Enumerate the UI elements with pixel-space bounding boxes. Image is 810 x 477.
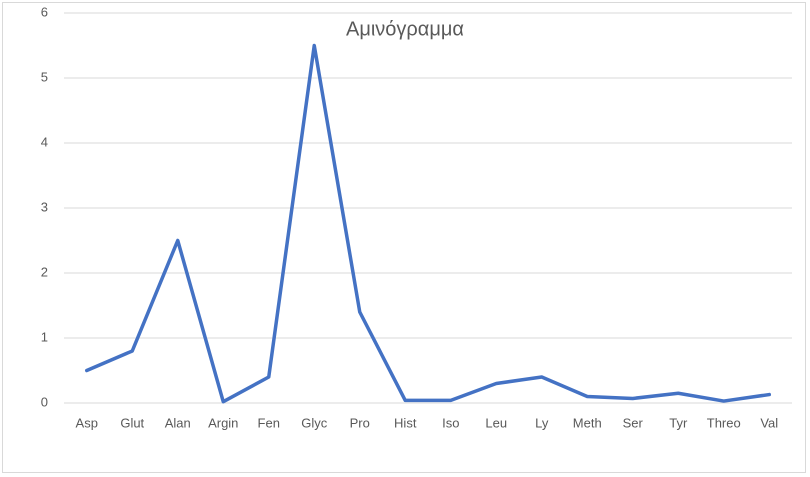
x-tick-label: Fen — [258, 415, 280, 430]
x-tick-label: Ly — [535, 415, 549, 430]
x-tick-label: Leu — [485, 415, 507, 430]
x-tick-label: Val — [760, 415, 778, 430]
x-tick-label: Glyc — [301, 415, 328, 430]
x-tick-label: Hist — [394, 415, 417, 430]
y-tick-label: 5 — [41, 69, 48, 84]
y-tick-label: 3 — [41, 199, 48, 214]
x-tick-label: Alan — [165, 415, 191, 430]
data-line — [85, 43, 771, 404]
x-tick-label: Pro — [350, 415, 370, 430]
y-tick-label: 1 — [41, 329, 48, 344]
chart-title: Αμινόγραμμα — [346, 18, 464, 40]
x-tick-label: Glut — [120, 415, 144, 430]
y-tick-label: 4 — [41, 134, 48, 149]
y-tick-label: 0 — [41, 394, 48, 409]
x-tick-label: Iso — [442, 415, 459, 430]
x-tick-label: Threo — [707, 415, 741, 430]
x-tick-label: Tyr — [669, 415, 688, 430]
x-tick-label: Meth — [573, 415, 602, 430]
x-tick-label: Ser — [623, 415, 644, 430]
y-tick-label: 2 — [41, 264, 48, 279]
x-tick-label: Asp — [76, 415, 98, 430]
y-tick-label: 6 — [41, 4, 48, 19]
x-tick-label: Argin — [208, 415, 238, 430]
